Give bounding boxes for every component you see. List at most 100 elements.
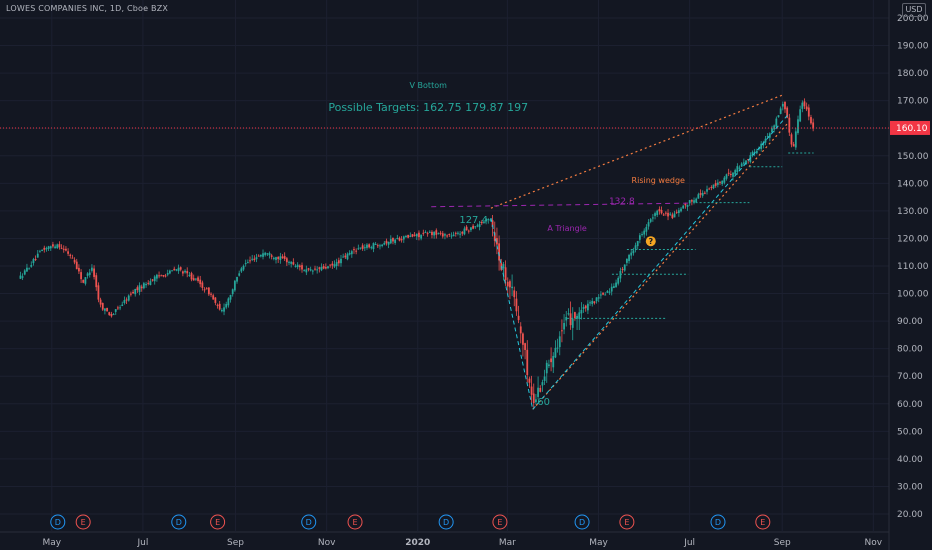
- candle-body: [181, 271, 184, 274]
- candle-body: [781, 103, 784, 107]
- candle-body: [775, 118, 778, 127]
- candle-body: [121, 304, 124, 306]
- candle-body: [660, 210, 663, 214]
- x-tick-label: Sep: [227, 538, 244, 548]
- candle-body: [177, 267, 180, 272]
- candle-body: [244, 263, 247, 265]
- candle-body: [413, 234, 416, 236]
- candle-body: [708, 188, 711, 190]
- candle-body: [147, 282, 150, 284]
- candle-body: [688, 200, 691, 204]
- candle-body: [205, 288, 208, 290]
- candle-body: [188, 274, 191, 276]
- event-marker-label: E: [624, 518, 629, 527]
- candle-body: [760, 143, 763, 149]
- v-bottom-right-line[interactable]: [532, 114, 789, 410]
- candle-body: [420, 234, 423, 239]
- candle-body: [99, 299, 102, 305]
- candle-body: [155, 274, 158, 279]
- candle-body: [175, 269, 178, 271]
- candle-body: [101, 302, 104, 310]
- dividend-marker[interactable]: [710, 514, 726, 530]
- dividend-marker[interactable]: [301, 514, 317, 530]
- candle-body: [355, 250, 358, 252]
- candle-body: [409, 235, 412, 237]
- candle-body: [658, 209, 661, 212]
- dividend-marker[interactable]: [574, 514, 590, 530]
- candle-body: [634, 245, 637, 249]
- candle-body: [792, 144, 795, 147]
- earnings-marker[interactable]: [619, 514, 635, 530]
- currency-badge[interactable]: USD: [902, 3, 926, 17]
- candle-body: [582, 307, 585, 309]
- candle-body: [402, 236, 405, 240]
- earnings-marker[interactable]: [347, 514, 363, 530]
- candle-body: [197, 277, 199, 282]
- candle-body: [786, 107, 789, 118]
- dividend-marker[interactable]: [438, 514, 454, 530]
- candle-body: [201, 282, 204, 288]
- v-bottom-left-line[interactable]: [490, 217, 534, 410]
- candle-body: [680, 208, 682, 212]
- candle-body: [242, 265, 245, 270]
- candle-body: [173, 268, 176, 271]
- candle-body: [411, 234, 414, 237]
- candle-body: [699, 193, 702, 195]
- candle-body: [130, 293, 132, 295]
- wedge-lower-line[interactable]: [532, 122, 789, 410]
- candle-body: [140, 286, 143, 289]
- candle-body: [136, 287, 139, 291]
- earnings-marker[interactable]: [492, 514, 508, 530]
- candle-body: [729, 173, 732, 175]
- candle-body: [498, 243, 500, 261]
- candle-body: [114, 309, 117, 312]
- candle-body: [740, 163, 743, 167]
- candle-body: [561, 330, 563, 332]
- candle-body: [184, 270, 186, 273]
- candle-body: [307, 268, 310, 270]
- candle-body: [625, 258, 628, 263]
- x-tick-label: Jul: [683, 538, 695, 548]
- dividend-marker[interactable]: [50, 514, 66, 530]
- earnings-marker[interactable]: [210, 514, 226, 530]
- candle-body: [530, 386, 533, 395]
- candle-body: [504, 267, 507, 281]
- candle-body: [75, 261, 78, 270]
- rising-wedge-label: Rising wedge: [632, 176, 685, 185]
- candle-body: [586, 303, 589, 311]
- candle-body: [84, 277, 87, 284]
- candle-body: [491, 220, 494, 227]
- candle-body: [779, 108, 782, 114]
- candle-body: [385, 240, 388, 244]
- candle-body: [86, 273, 89, 276]
- y-tick-label: 170.00: [897, 97, 929, 107]
- candle-body: [93, 268, 95, 277]
- candle-body: [376, 245, 379, 247]
- candle-body: [80, 272, 82, 280]
- earnings-marker[interactable]: [75, 514, 91, 530]
- candle-body: [123, 300, 126, 304]
- candle-body: [589, 302, 591, 304]
- y-tick-label: 70.00: [897, 372, 923, 382]
- wedge-upper-line[interactable]: [490, 94, 783, 209]
- candle-body: [238, 273, 241, 276]
- candle-body: [418, 232, 420, 238]
- candle-body: [645, 226, 648, 232]
- candle-body: [407, 234, 410, 238]
- earnings-marker[interactable]: [755, 514, 771, 530]
- candle-body: [703, 192, 706, 194]
- candle-body: [509, 281, 511, 288]
- candle-body: [621, 268, 624, 270]
- candle-body: [329, 264, 332, 266]
- candle-body: [186, 271, 189, 274]
- candle-body: [34, 259, 37, 261]
- candle-body: [69, 254, 72, 257]
- candle-body: [810, 117, 812, 124]
- candle-body: [311, 270, 314, 272]
- triangle-line[interactable]: [431, 202, 689, 208]
- dividend-marker[interactable]: [171, 514, 187, 530]
- event-marker-label: E: [760, 518, 765, 527]
- question-marker[interactable]: [645, 236, 656, 247]
- candle-body: [285, 258, 288, 263]
